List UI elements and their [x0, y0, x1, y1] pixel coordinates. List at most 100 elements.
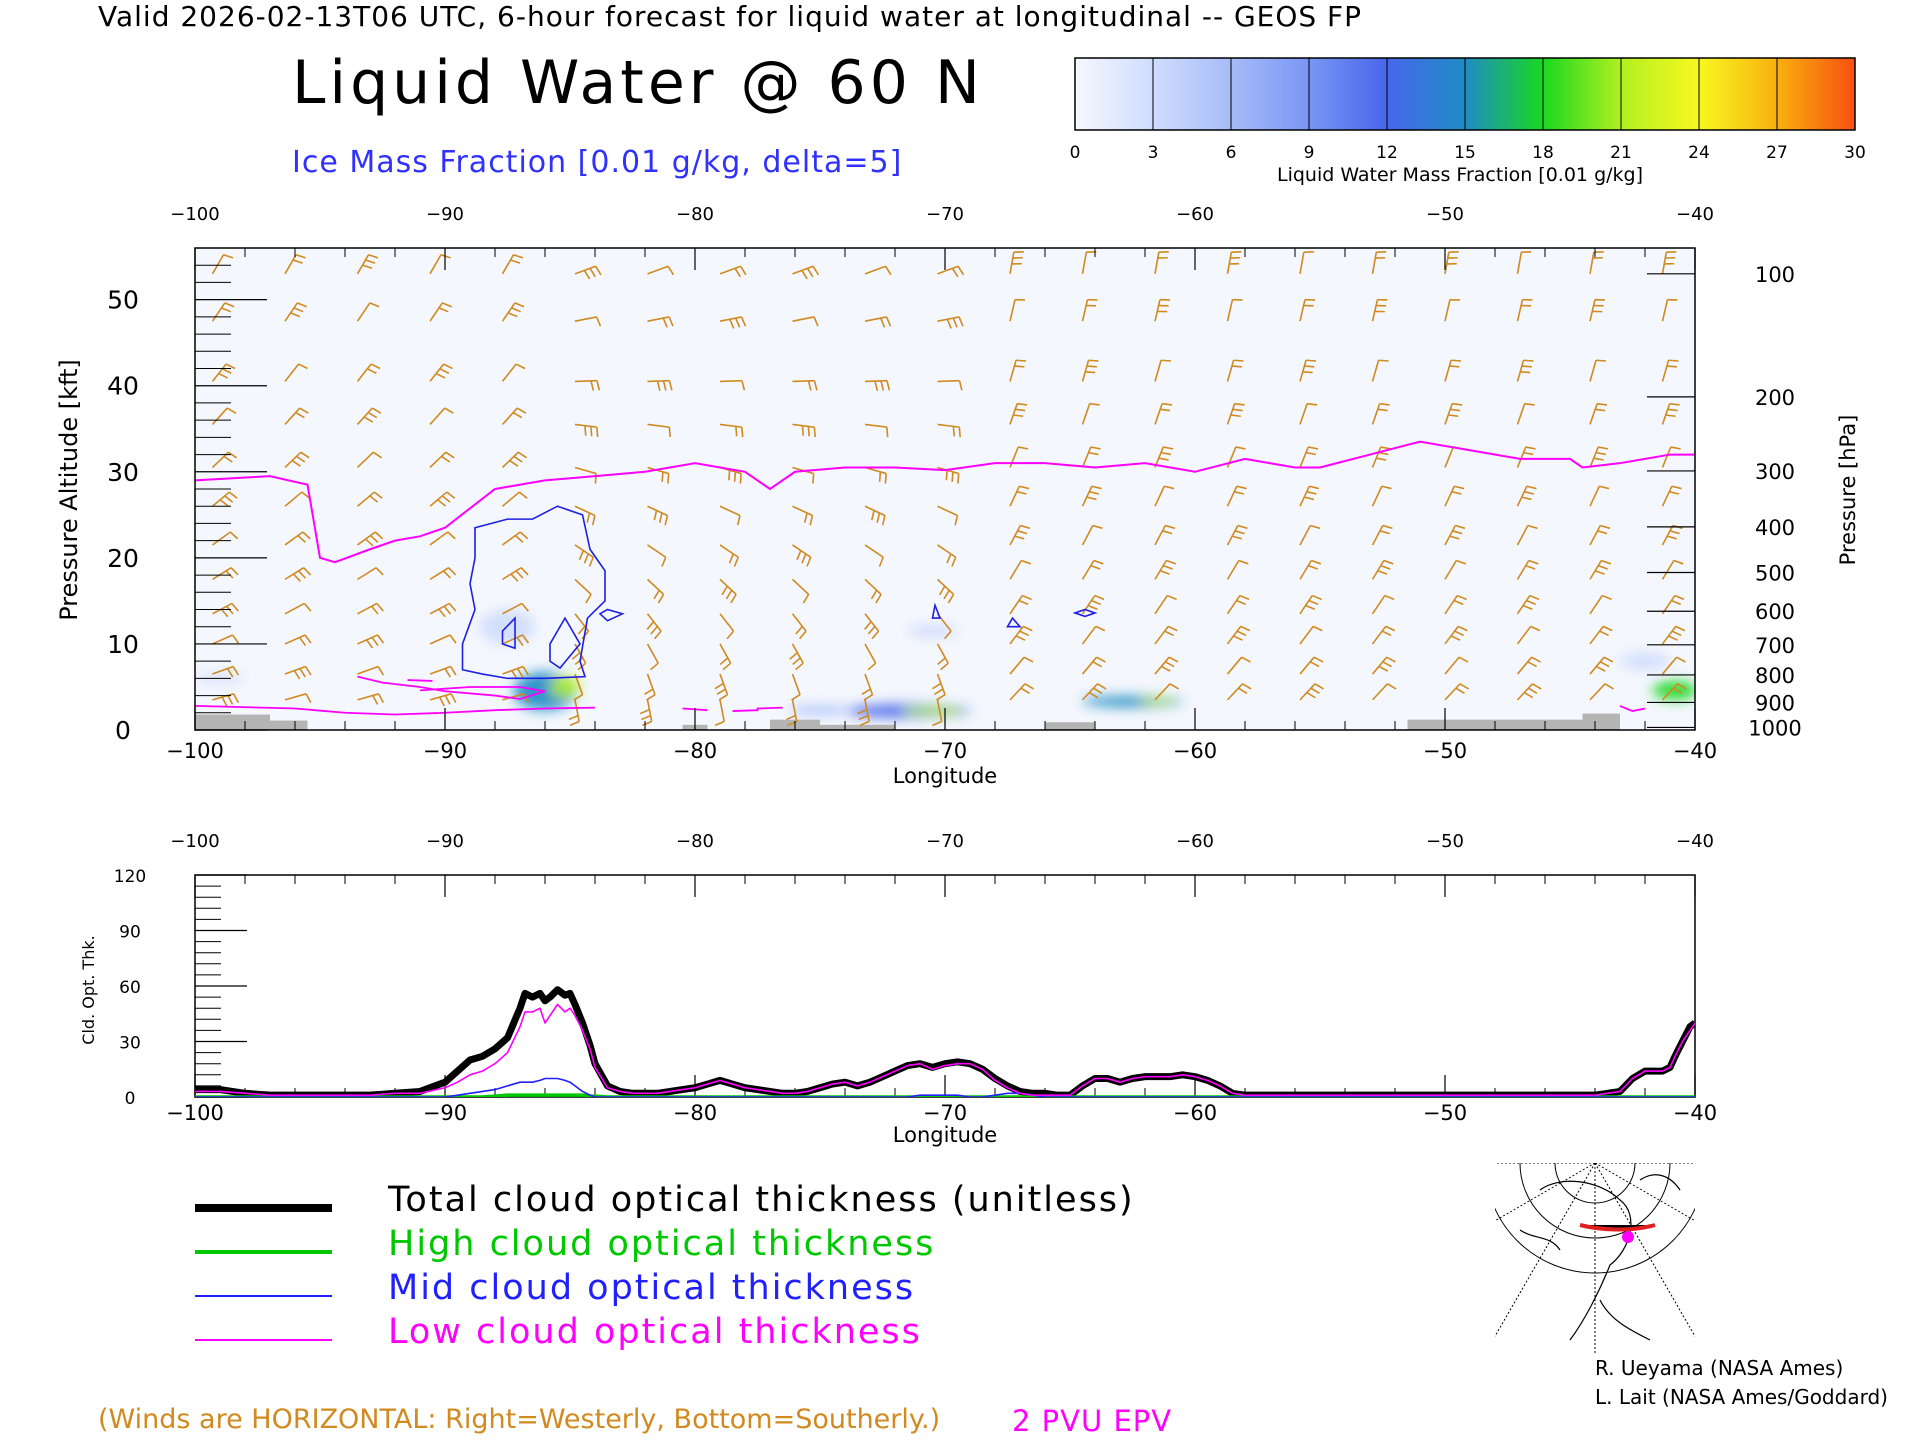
wind-barb-flag	[362, 264, 373, 270]
wind-barb-flag	[1525, 446, 1536, 450]
wind-barb-shaft	[357, 693, 379, 701]
wind-barb-flag	[1021, 594, 1032, 601]
wind-barb-flag	[442, 570, 452, 579]
wind-barb-flag	[596, 380, 601, 391]
wind-barb-flag	[1019, 485, 1030, 490]
wind-barb-flag	[227, 695, 234, 705]
series-line-mid	[195, 1077, 1695, 1097]
wind-barbs	[211, 251, 1687, 727]
wind-barb-flag	[1594, 570, 1605, 575]
wind-barb-shaft	[936, 643, 949, 664]
wind-barb-shaft	[1661, 446, 1672, 468]
wind-barb-flag	[1015, 635, 1026, 641]
wind-barb-flag	[792, 657, 801, 666]
wind-barb-flag	[439, 368, 450, 374]
wind-barb-flag	[1239, 594, 1250, 601]
valid-time-header: Valid 2026-02-13T06 UTC, 6-hour forecast…	[98, 0, 1363, 33]
wind-barb-shaft	[864, 578, 882, 595]
wind-barb-flag	[1671, 485, 1682, 490]
pressure-tick-label: 500	[1755, 561, 1795, 585]
pressure-tick-label: 700	[1755, 634, 1795, 658]
wind-barb-shaft	[574, 466, 597, 475]
wind-barb-shaft	[1661, 683, 1679, 701]
y-tick-label: 50	[107, 286, 139, 315]
wind-barb-shaft	[791, 613, 807, 632]
wind-barb-flag	[443, 363, 453, 370]
wind-barb-flag	[1600, 524, 1611, 530]
wind-barb-flag	[875, 593, 882, 604]
wind-barb-flag	[739, 265, 747, 276]
wind-barb-flag	[1310, 687, 1320, 695]
x-tick-label: −90	[423, 739, 467, 763]
wind-barb-flag	[858, 714, 869, 721]
wind-barb-shaft	[1154, 656, 1170, 675]
wind-barb-shaft	[719, 643, 732, 664]
pressure-tick-label: 900	[1755, 691, 1795, 715]
terrain-block	[195, 714, 270, 730]
wind-barb-flag	[1088, 691, 1099, 699]
wind-barb-flag	[519, 531, 529, 540]
wind-barb-flag	[667, 265, 675, 276]
wind-barb-flag	[291, 459, 301, 467]
wind-barb-shaft	[1299, 252, 1305, 274]
wind-barb-flag	[368, 254, 379, 259]
wind-barb-flag	[1090, 564, 1101, 570]
wind-barb-flag	[367, 411, 378, 419]
wind-barb-flag	[438, 608, 446, 618]
wind-barb-shaft	[646, 578, 665, 595]
wind-barb-flag	[656, 380, 661, 391]
wind-barb-flag	[813, 380, 818, 391]
wind-barb-shaft	[1444, 525, 1457, 546]
wind-barb-flag	[1593, 457, 1604, 461]
wind-barb-flag	[859, 720, 870, 727]
wind-barb-flag	[1085, 371, 1096, 374]
wind-barb-flag	[1456, 594, 1467, 601]
wind-barb-shaft	[719, 423, 742, 428]
wind-barb-flag	[1596, 359, 1607, 362]
wind-barb-shaft	[1081, 683, 1099, 701]
wind-barb-shaft	[1081, 625, 1097, 645]
wind-barb-flag	[371, 605, 379, 615]
wind-barb-flag	[1242, 683, 1252, 690]
wind-barb-flag	[1677, 683, 1687, 690]
wind-barb-shaft	[1371, 485, 1383, 507]
pressure-tick-label: 1000	[1748, 716, 1801, 740]
wind-barb-flag	[1016, 359, 1027, 362]
wind-barb-shaft	[719, 265, 741, 275]
wind-barb-flag	[725, 589, 733, 600]
wind-barb-flag	[806, 556, 812, 567]
wind-barb-flag	[296, 455, 306, 463]
wind-barb-flag	[1238, 559, 1249, 565]
optical-thickness-plot: −100 −100 −90 −90 −80 −80 −70 −70 −60 −60 −50 −50 −4…	[79, 831, 1717, 1147]
wind-barb-flag	[232, 693, 240, 704]
wind-barb-shaft	[1444, 403, 1453, 425]
wind-barb-flag	[221, 696, 228, 707]
wind-barb-shaft	[284, 531, 304, 546]
wind-barb-flag	[952, 426, 956, 437]
x-tick-label-top: −50	[1426, 831, 1464, 852]
wind-barb-flag	[227, 451, 238, 459]
wind-barb-flag	[1086, 365, 1097, 368]
wind-barb-flag	[806, 267, 814, 278]
wind-barb-flag	[664, 515, 669, 526]
wind-barb-flag	[440, 254, 451, 259]
wind-barb-shaft	[864, 505, 886, 517]
wind-barb-flag	[1311, 594, 1322, 601]
wind-barb-flag	[1163, 446, 1174, 450]
wind-barb-flag	[864, 621, 872, 630]
wind-barb-flag	[1379, 402, 1390, 406]
winds-note: (Winds are HORIZONTAL: Right=Westerly, B…	[98, 1404, 941, 1435]
ice-contour	[1006, 616, 1022, 628]
wind-barb-flag	[1164, 661, 1175, 668]
wind-barb-flag	[1023, 656, 1034, 663]
wind-barb-flag	[639, 708, 650, 715]
wind-barb-flag	[372, 695, 379, 705]
wind-barb-flag	[795, 625, 803, 635]
wind-barb-shaft	[1589, 403, 1598, 425]
wind-barb-flag	[857, 708, 868, 715]
wind-barb-shaft	[1371, 656, 1388, 675]
wind-barb-shaft	[429, 302, 443, 322]
wind-barb-shaft	[937, 423, 960, 428]
wind-barb-flag	[1307, 564, 1318, 570]
wind-barb-flag	[449, 634, 457, 644]
